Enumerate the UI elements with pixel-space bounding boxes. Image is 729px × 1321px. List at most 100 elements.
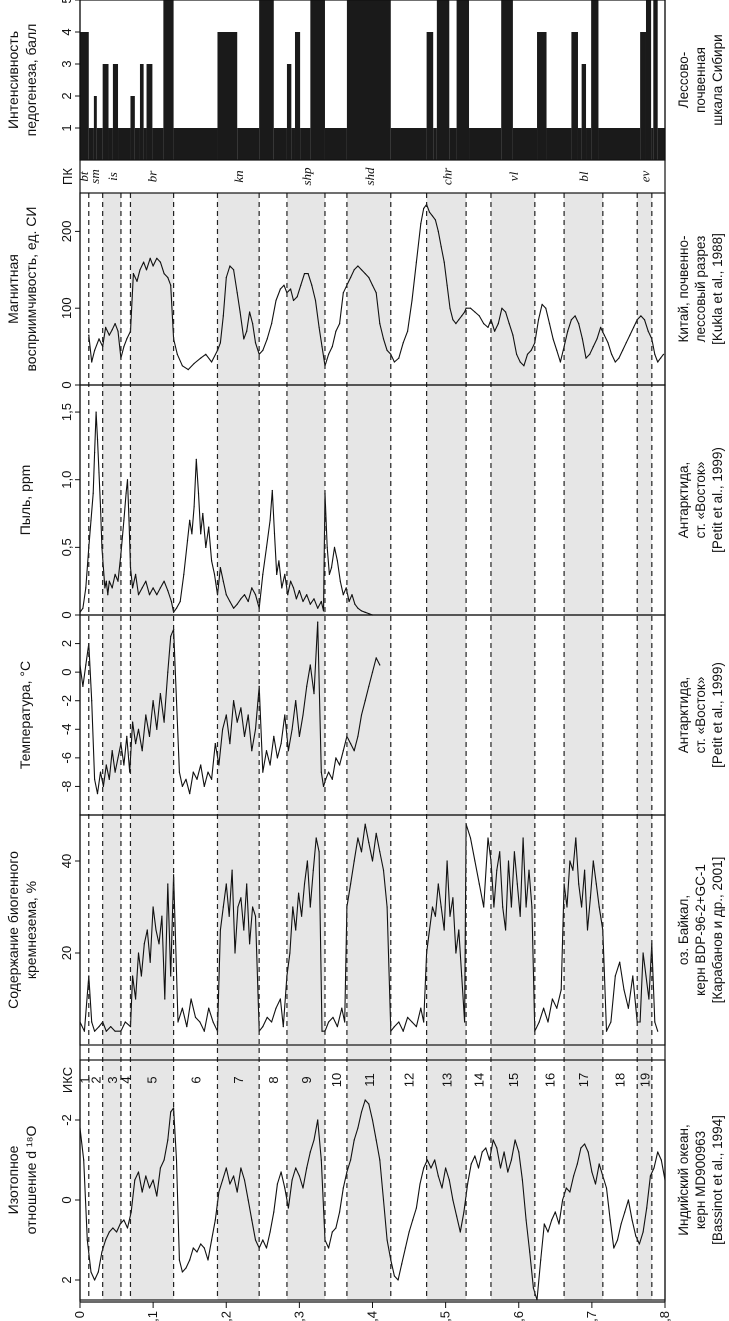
isotope-point-153 — [635, 1235, 637, 1237]
dust-point-78 — [292, 587, 295, 589]
pedogenesis-caption-3: шкала Сибири — [710, 34, 725, 125]
biosilica-point-134 — [538, 1021, 540, 1023]
isotope-ylabel-1: Изотопное — [5, 1145, 21, 1214]
biosilica-caption-1: оз. Байкал, — [676, 895, 691, 965]
magnetic-point-74 — [357, 265, 359, 267]
isotope-point-93 — [415, 1207, 417, 1209]
dust-point-71 — [273, 533, 276, 535]
magnetic-point-83 — [390, 353, 392, 355]
dust-point-68 — [265, 546, 268, 549]
temperature-point-18 — [132, 721, 134, 723]
isotope-point-140 — [587, 1151, 589, 1153]
isotope-point-37 — [211, 1239, 213, 1241]
dust-point-33 — [156, 594, 158, 596]
temperature-point-53 — [254, 728, 257, 730]
dust-point-25 — [129, 567, 132, 569]
temperature-point-75 — [331, 778, 333, 780]
temperature-point-48 — [236, 721, 238, 723]
isotope-point-102 — [448, 1179, 450, 1181]
dust-point-27 — [135, 573, 137, 576]
biosilica-point-60 — [292, 906, 294, 908]
dust-point-61 — [240, 598, 242, 600]
biosilica-point-8 — [110, 1026, 112, 1028]
dust-point-75 — [284, 573, 286, 576]
magnetic-point-45 — [252, 323, 254, 325]
stage-boundaries — [88, 193, 653, 1300]
mis-label-14: 14 — [472, 1073, 487, 1087]
magnetic-point-113 — [494, 330, 496, 332]
biosilica-point-143 — [572, 869, 574, 871]
magnetic-point-98 — [443, 261, 445, 263]
isotope-point-127 — [540, 1259, 542, 1261]
x-tick-label-7: 0,7 — [584, 1311, 599, 1321]
temperature-point-65 — [298, 735, 300, 738]
biosilica-point-65 — [306, 860, 308, 862]
isotope-point-81 — [371, 1119, 374, 1121]
magnetic-point-128 — [548, 323, 551, 325]
magnetic-point-44 — [249, 311, 251, 313]
dust-point-100 — [357, 607, 359, 609]
dust-point-46 — [195, 458, 197, 460]
shade-band-0 — [102, 193, 121, 1300]
magnetic-point-24 — [167, 276, 169, 279]
pedogenesis-caption-1: Лессово- — [676, 52, 691, 109]
biosilica-point-41 — [228, 915, 230, 917]
isotope-point-145 — [605, 1187, 608, 1189]
temperature-point-32 — [178, 771, 180, 773]
magnetic-point-25 — [170, 284, 172, 286]
magnetic-point-51 — [275, 299, 277, 302]
magnetic-point-27 — [176, 353, 178, 355]
isotope-point-36 — [207, 1259, 209, 1261]
x-tick-label-6: 0,6 — [511, 1311, 526, 1321]
isotope-point-100 — [441, 1187, 443, 1189]
biosilica-point-68 — [315, 837, 317, 839]
isotope-point-143 — [598, 1163, 600, 1165]
biosilica-point-135 — [543, 1007, 545, 1009]
biosilica-point-151 — [595, 883, 597, 885]
mis-label-3: 3 — [105, 1076, 120, 1083]
isotope-point-148 — [616, 1239, 619, 1241]
dust-ytick-label-1: 0,5 — [59, 538, 74, 556]
magnetic-point-63 — [318, 326, 320, 328]
mis-label-18: 18 — [613, 1073, 628, 1087]
magnetic-point-2 — [94, 349, 96, 351]
mis-label-19: 19 — [638, 1073, 653, 1087]
biosilica-point-102 — [437, 883, 439, 885]
dust-point-43 — [189, 519, 191, 521]
biosilica-point-45 — [240, 897, 242, 899]
temperature-point-37 — [196, 778, 198, 780]
isotope-point-84 — [382, 1199, 385, 1201]
dust-ytick-label-0: 0 — [59, 611, 74, 618]
magnetic-point-134 — [570, 319, 573, 321]
magnetic-point-131 — [559, 361, 562, 363]
magnetic-point-41 — [239, 311, 241, 313]
isotope-point-91 — [408, 1231, 410, 1233]
isotope-point-16 — [137, 1171, 140, 1173]
magnetic-point-127 — [545, 307, 547, 309]
isotope-point-119 — [510, 1159, 512, 1161]
magnetic-point-69 — [339, 323, 341, 325]
mis-header: ИКС — [60, 1067, 75, 1093]
biosilica-point-9 — [114, 1030, 116, 1032]
magnetic-point-75 — [360, 269, 363, 271]
biosilica-point-106 — [449, 915, 451, 917]
isotope-line — [79, 1099, 666, 1301]
dust-point-69 — [269, 519, 271, 521]
temperature-point-43 — [218, 764, 220, 766]
mis-label-11: 11 — [362, 1073, 377, 1087]
magnetic-point-94 — [431, 215, 434, 217]
isotope-point-129 — [547, 1231, 549, 1233]
magnetic-point-108 — [474, 311, 476, 313]
magnetic-point-111 — [487, 326, 489, 328]
dust-point-60 — [236, 603, 238, 605]
mis-label-6: 6 — [189, 1076, 204, 1083]
isotope-point-10 — [116, 1231, 118, 1233]
dust-point-23 — [126, 479, 129, 481]
magnetic-point-126 — [541, 303, 543, 305]
dust-point-7 — [95, 411, 97, 413]
magnetic-point-79 — [375, 292, 377, 294]
isotope-point-22 — [159, 1167, 161, 1169]
biosilica-point-66 — [309, 906, 311, 908]
isotope-point-106 — [463, 1211, 465, 1213]
magnetic-point-68 — [335, 330, 337, 332]
